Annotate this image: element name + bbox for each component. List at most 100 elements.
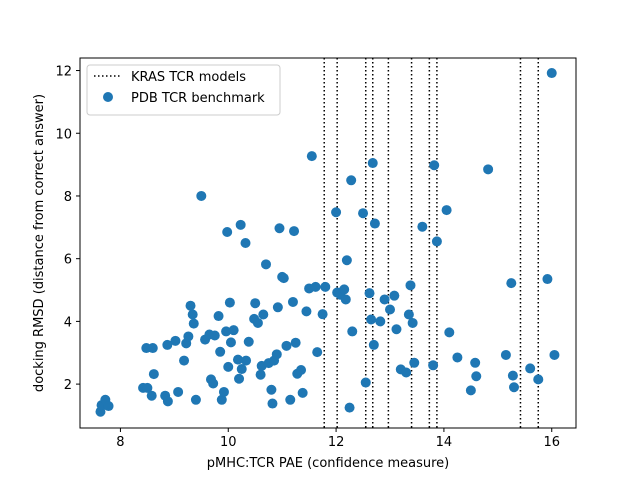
data-point — [470, 357, 481, 368]
data-point — [224, 297, 235, 308]
data-point — [216, 394, 227, 405]
data-point — [465, 385, 476, 396]
data-point — [429, 160, 440, 171]
data-point — [500, 349, 511, 360]
data-point — [360, 377, 371, 388]
data-point — [509, 382, 519, 393]
data-point — [507, 370, 518, 381]
data-point — [218, 386, 229, 397]
data-point — [375, 316, 386, 327]
data-point — [542, 274, 553, 285]
data-point — [346, 175, 357, 186]
data-point — [208, 378, 219, 389]
data-point — [274, 223, 285, 234]
data-point — [367, 158, 378, 169]
data-point — [471, 371, 482, 382]
data-point — [297, 387, 308, 398]
legend: KRAS TCR models PDB TCR benchmark — [86, 64, 281, 116]
y-tick-label: 10 — [55, 127, 72, 142]
data-point — [506, 278, 517, 289]
data-point — [228, 325, 239, 336]
data-point — [188, 318, 199, 329]
data-point — [173, 386, 184, 397]
data-point — [261, 259, 271, 270]
data-point — [281, 340, 292, 351]
data-point — [339, 284, 350, 295]
data-point — [190, 394, 201, 405]
data-point — [215, 346, 226, 357]
data-point — [290, 337, 301, 348]
kras-model-lines — [323, 58, 540, 428]
data-point — [444, 327, 455, 338]
data-point — [364, 288, 375, 299]
data-point — [234, 373, 245, 384]
data-point — [187, 309, 198, 320]
y-tick-label: 4 — [64, 315, 72, 330]
data-point — [320, 281, 331, 292]
data-point — [272, 302, 283, 313]
data-point — [428, 360, 439, 371]
data-point — [368, 339, 379, 350]
data-point — [312, 347, 323, 358]
data-point — [525, 363, 536, 374]
x-tick-label: 10 — [220, 435, 237, 450]
data-point — [148, 369, 159, 380]
legend-box — [86, 64, 281, 116]
data-point — [289, 226, 300, 237]
data-point — [403, 309, 414, 320]
data-point — [209, 330, 220, 341]
data-point — [222, 227, 233, 238]
data-point — [347, 326, 358, 337]
data-point — [185, 300, 196, 311]
data-point — [223, 361, 234, 372]
data-point — [417, 221, 428, 232]
data-point — [278, 273, 289, 284]
data-point — [301, 306, 312, 317]
data-point — [317, 309, 328, 320]
y-axis-ticks: 2 4 6 8 10 12 — [55, 65, 80, 393]
data-point — [385, 304, 395, 315]
legend-label-kras: KRAS TCR models — [131, 70, 246, 85]
data-point — [366, 314, 377, 325]
data-point — [241, 355, 252, 366]
data-point — [235, 219, 246, 230]
data-point — [331, 207, 342, 218]
x-axis-label: pMHC:TCR PAE (confidence measure) — [207, 456, 450, 471]
data-point — [162, 396, 173, 407]
y-tick-label: 6 — [64, 253, 72, 268]
data-point — [103, 401, 114, 412]
data-point — [179, 355, 190, 366]
data-point — [183, 331, 194, 342]
data-point — [213, 311, 224, 322]
data-point — [306, 151, 317, 162]
benchmark-points — [95, 68, 560, 417]
data-point — [405, 280, 416, 291]
data-point — [533, 374, 544, 385]
data-point — [250, 298, 261, 309]
data-point — [369, 218, 380, 229]
data-point — [431, 236, 442, 247]
data-point — [162, 339, 173, 350]
data-point — [452, 352, 463, 363]
data-point — [232, 354, 243, 365]
data-point — [266, 384, 277, 395]
data-point — [483, 164, 494, 175]
data-point — [271, 349, 282, 360]
x-axis-ticks: 8 10 12 14 16 — [116, 428, 560, 450]
y-tick-label: 2 — [64, 378, 72, 393]
data-point — [142, 382, 153, 393]
data-point — [146, 390, 157, 401]
data-point — [252, 317, 263, 328]
data-point — [221, 326, 232, 337]
data-point — [258, 309, 269, 320]
data-point — [267, 398, 278, 409]
data-point — [240, 238, 251, 248]
data-point — [310, 281, 321, 292]
data-point — [341, 255, 352, 266]
data-point — [441, 205, 452, 216]
x-tick-label: 12 — [328, 435, 345, 450]
y-axis-label: docking RMSD (distance from correct answ… — [32, 94, 47, 392]
data-point — [358, 208, 369, 219]
data-point — [379, 294, 390, 305]
